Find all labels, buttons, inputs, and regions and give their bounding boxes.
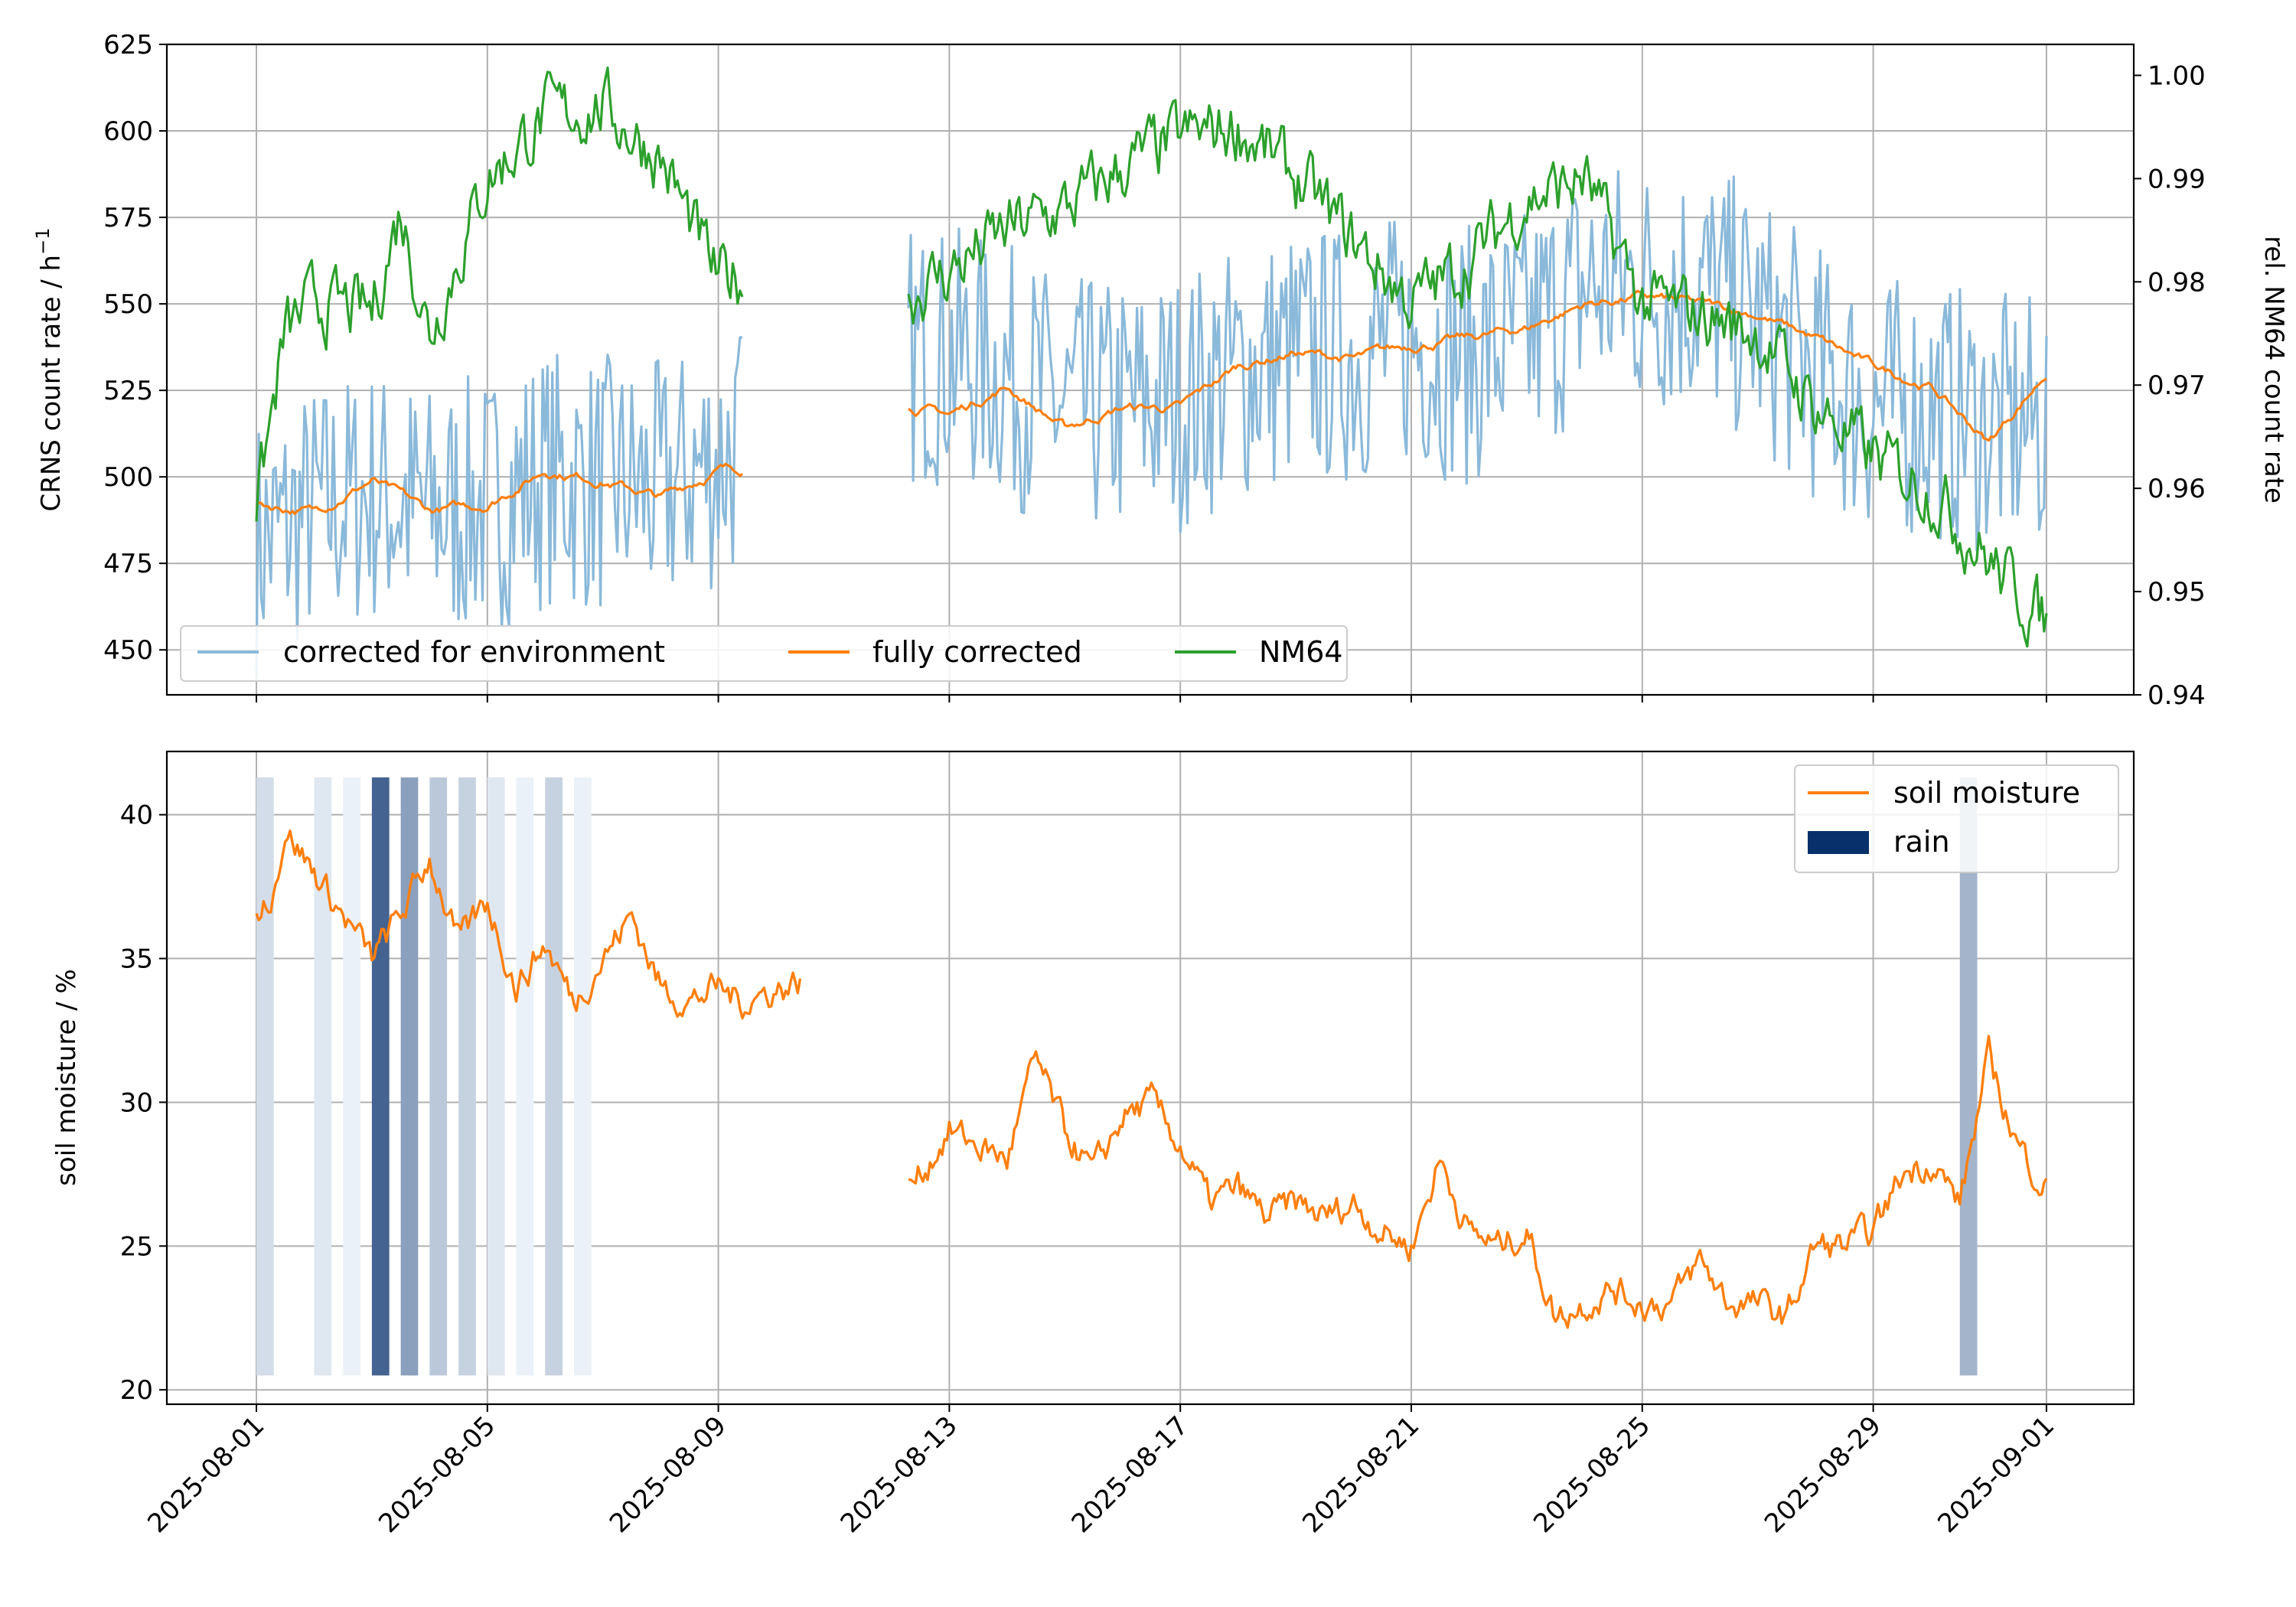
series-nm64 (907, 99, 2048, 648)
legend-label-rain: rain (1893, 825, 1950, 859)
top-legend-box (180, 625, 1348, 682)
legend-label-fully-corrected: fully corrected (872, 635, 1082, 669)
top-y-right-tick-label: 0.94 (2148, 680, 2206, 711)
legend-label-soil-moisture: soil moisture (1893, 776, 2080, 810)
legend-label-nm64: NM64 (1259, 635, 1343, 669)
top-series (255, 66, 2048, 678)
top-legend: corrected for environment fully correcte… (180, 625, 1348, 682)
series-soil-moisture (255, 829, 802, 1020)
top-y-right-tick-label: 0.95 (2148, 577, 2206, 608)
legend-label-corrected-for-environment: corrected for environment (283, 635, 665, 669)
bottom-y-tick-label: 25 (120, 1231, 153, 1262)
top-y-tick-label: 500 (103, 462, 153, 493)
top-y-tick-label: 475 (103, 549, 153, 579)
top-y-right-tick-label: 0.97 (2148, 370, 2206, 401)
top-y-right-tick-label: 0.96 (2148, 474, 2206, 504)
bottom-y-tick-label: 35 (120, 944, 153, 975)
rain-bar (487, 777, 505, 1376)
legend-swatch-rain (1808, 831, 1869, 854)
series-corrected-for-environment (907, 170, 2048, 552)
rain-bar (573, 777, 592, 1376)
top-y-right-tick-label: 0.98 (2148, 267, 2206, 298)
rain-bar (1959, 777, 1978, 1376)
top-y-axis-label-right: rel. NM64 count rate (2258, 236, 2289, 504)
top-y-tick-label: 550 (103, 289, 153, 320)
top-y-ticks-right: 0.94 0.95 0.96 0.97 0.98 0.99 1.00 (2134, 60, 2206, 711)
rain-bar (458, 777, 476, 1376)
rain-bar (516, 777, 534, 1376)
series-nm64 (255, 66, 744, 522)
top-y-ticks: 450 475 500 525 550 575 600 625 (103, 30, 167, 666)
top-y-tick-label: 525 (103, 376, 153, 406)
top-axes-frame (165, 43, 2135, 696)
top-y-tick-label: 600 (103, 116, 153, 147)
bottom-axes-frame (165, 750, 2135, 1406)
top-y-tick-label: 450 (103, 635, 153, 666)
bottom-legend: soil moisture rain (1794, 764, 2119, 873)
rain-bar (314, 777, 332, 1376)
bottom-y-tick-label: 20 (120, 1375, 153, 1406)
bottom-y-tick-label: 40 (120, 800, 153, 831)
rain-bar (429, 777, 448, 1376)
bottom-legend-box (1794, 764, 2119, 873)
top-y-right-tick-label: 1.00 (2148, 60, 2206, 91)
rain-bar (400, 777, 419, 1376)
bottom-y-ticks: 20 25 30 35 40 (120, 800, 167, 1406)
bottom-y-tick-label: 30 (120, 1087, 153, 1118)
series-fully-corrected (908, 289, 2047, 442)
top-y-right-tick-label: 0.99 (2148, 164, 2206, 194)
top-y-tick-label: 575 (103, 203, 153, 233)
top-y-axis-label: CRNS count rate / h−1 (32, 228, 67, 512)
series-corrected-for-environment (255, 336, 742, 678)
rain-bar (343, 777, 360, 1376)
series-fully-corrected (255, 462, 743, 516)
rain-bar (256, 777, 274, 1376)
rain-bar (371, 777, 390, 1376)
top-x-ticks (256, 695, 2047, 702)
series-soil-moisture (908, 1035, 2048, 1329)
bottom-series (255, 829, 2048, 1329)
top-y-tick-label: 625 (103, 30, 153, 60)
rain-bar (545, 777, 563, 1376)
bottom-y-axis-label: soil moisture / % (51, 969, 82, 1186)
